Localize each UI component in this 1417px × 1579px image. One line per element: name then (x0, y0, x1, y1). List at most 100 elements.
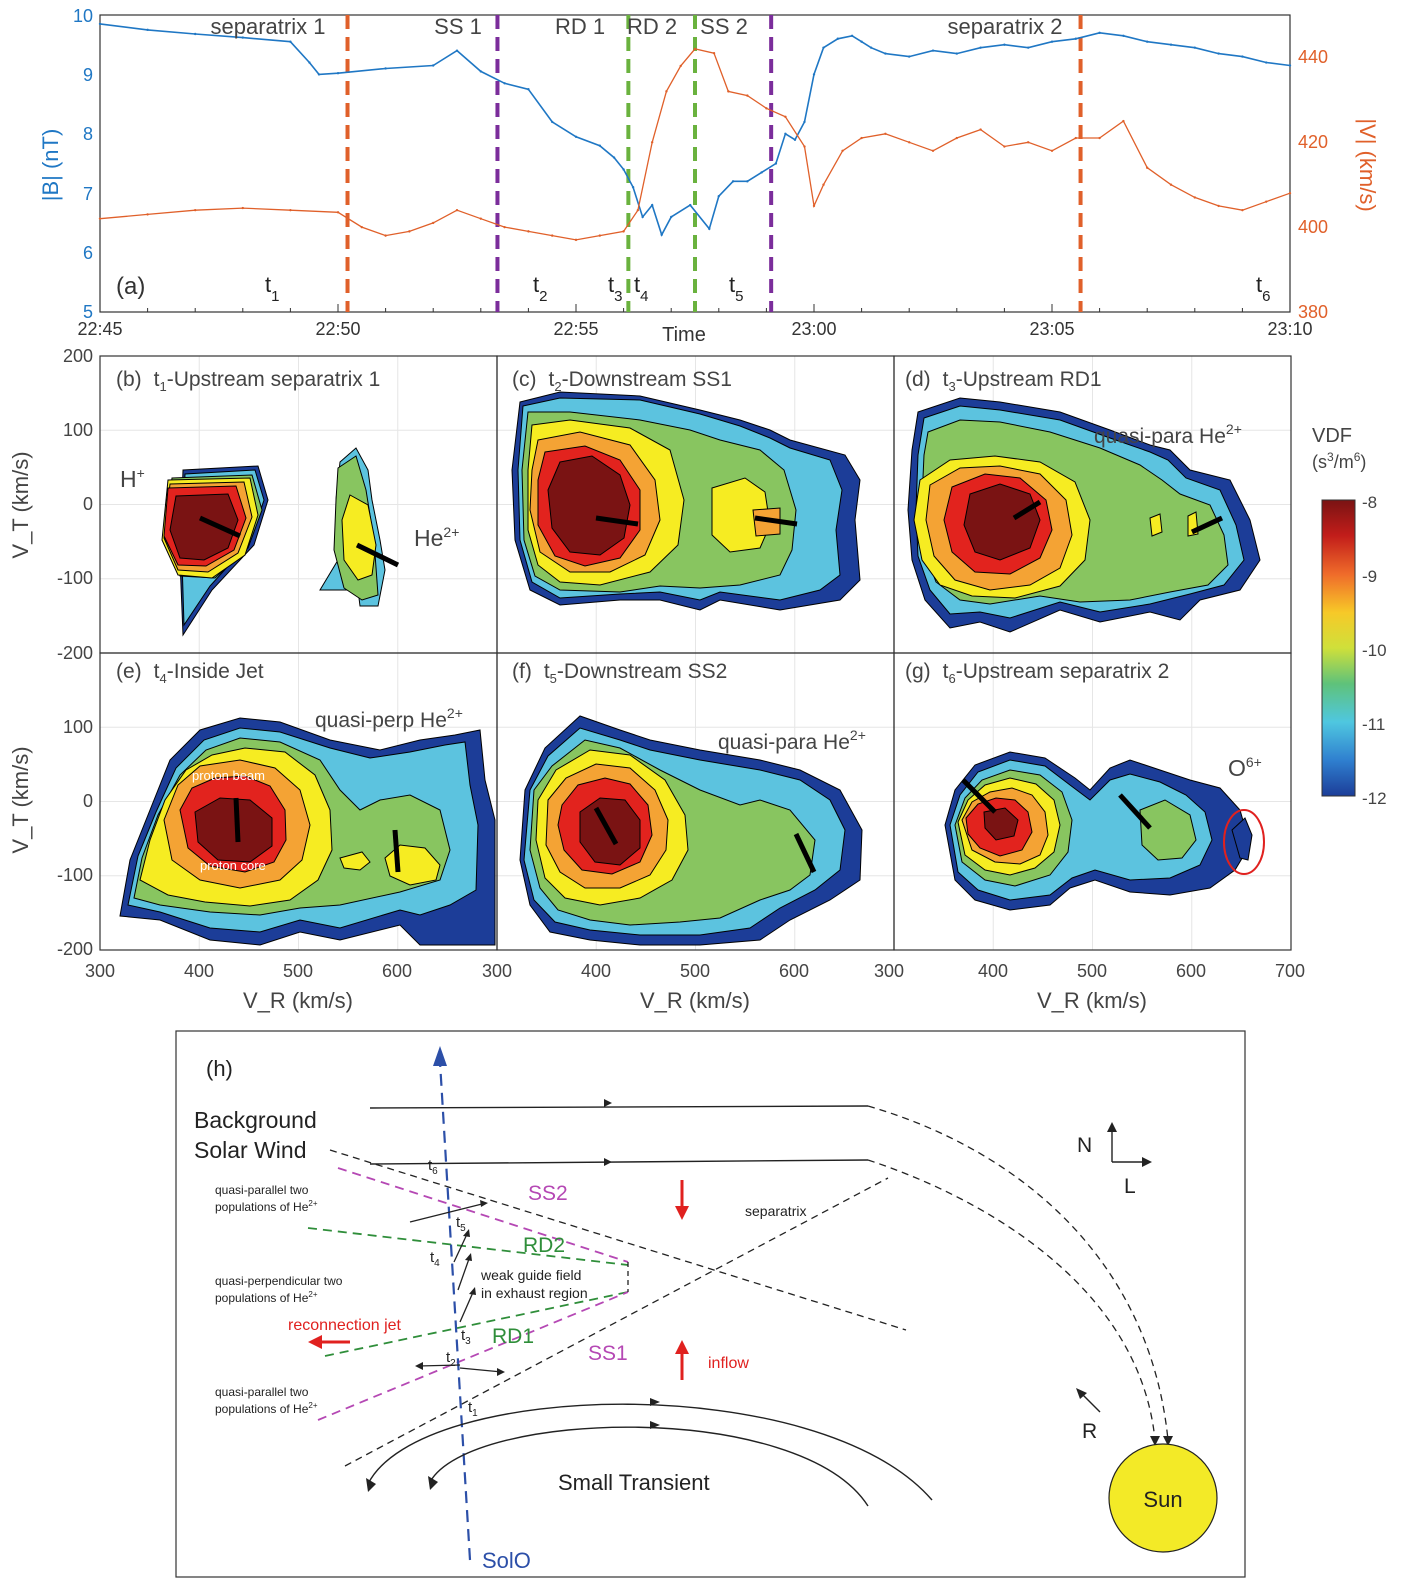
title-e: (e) t4-Inside Jet (116, 660, 264, 686)
time-marker: t4 (634, 272, 648, 305)
vector-head (497, 1368, 505, 1376)
velocity-point (360, 225, 363, 229)
b-field-point (1074, 37, 1078, 40)
velocity-point (650, 141, 654, 144)
b-field-point (641, 215, 644, 219)
b-field-point (384, 67, 387, 70)
proton-beam-label: proton beam (192, 768, 265, 783)
b-field-point (308, 61, 311, 64)
time-marker: t5 (729, 272, 743, 305)
time-marker: t3 (608, 272, 622, 305)
y-tick: 100 (63, 420, 93, 440)
t-labels: t6 t5 t4 t3 t2 t1 (428, 1157, 478, 1419)
b-field-point (836, 37, 839, 40)
y-right-tick: 420 (1298, 132, 1328, 152)
n-label: N (1077, 1134, 1092, 1157)
velocity-point (1098, 136, 1101, 140)
velocity-point (765, 107, 768, 110)
colorbar-tick: -12 (1362, 789, 1387, 808)
b-field-point (503, 82, 506, 85)
vector (459, 1289, 475, 1323)
contour-level-8 (169, 493, 239, 561)
b-field-point (931, 49, 935, 52)
small-transient-label: Small Transient (558, 1470, 710, 1495)
vector-heads (415, 1200, 505, 1376)
b-field-point (432, 64, 435, 67)
b-field-point (194, 32, 197, 36)
vector (417, 1364, 461, 1367)
velocity-point (455, 208, 459, 212)
he-contour-core (341, 494, 377, 581)
x-tick: 22:55 (553, 319, 598, 339)
y-tick: -200 (57, 939, 93, 959)
b-field-point (631, 186, 635, 189)
b-field-point (1265, 61, 1268, 64)
b-field-point (784, 132, 787, 135)
velocity-point (931, 149, 935, 152)
arrowhead (366, 1478, 376, 1492)
time-marker: t6 (1256, 272, 1270, 305)
region-label: SS 1 (434, 14, 482, 39)
y-tick: -100 (57, 865, 93, 885)
y-tick: 0 (83, 791, 93, 811)
vdf-frames (99, 355, 1292, 951)
solo-trajectory (438, 1061, 472, 1561)
velocity-point (955, 136, 958, 140)
vdf-y-ticks: 200 100 0 -100 -200 100 0 -100 -200 (57, 346, 93, 959)
velocity-point (146, 213, 149, 216)
b-field-point (869, 46, 873, 49)
b-field-point (1027, 46, 1030, 49)
b-field-point (622, 168, 625, 171)
x-tick: 23:05 (1029, 319, 1074, 339)
velocity-point (622, 230, 625, 233)
b-field-point (746, 180, 749, 183)
orientation-line (961, 778, 997, 814)
b-field-point (1169, 43, 1173, 46)
x-tick: 600 (1176, 961, 1206, 981)
vector (453, 1231, 469, 1263)
arrowhead (1163, 1436, 1173, 1446)
velocity-point (636, 208, 640, 212)
title-c: (c) t2-Downstream SS1 (512, 368, 732, 394)
orientation-line (355, 542, 400, 568)
velocity-points (98, 47, 1292, 242)
y-right-ticks: 380 400 420 440 (1298, 47, 1328, 322)
note-top-2: populations of He2+ (215, 1199, 318, 1214)
b-field-point (1241, 55, 1244, 58)
annotation-g: O6+ (1228, 754, 1262, 781)
field-line-dashed (867, 1159, 1156, 1441)
vt-axis-label-top: V_T (km/s) (8, 451, 33, 558)
annotation-e: quasi-perp He2+ (315, 705, 463, 732)
velocity-point (1288, 192, 1292, 195)
x-axis-label: Time (662, 324, 706, 346)
orientation-line (754, 515, 798, 527)
b-field-point (479, 70, 482, 73)
orientation-line (198, 515, 242, 539)
contour-level-8 (194, 797, 273, 863)
x-tick: 600 (382, 961, 412, 981)
arrowhead (604, 1158, 612, 1166)
velocity-point (679, 64, 682, 68)
colorbar-unit: (s3/m6) (1312, 450, 1366, 472)
r-arrowhead (1076, 1388, 1087, 1399)
x-tick: 500 (1077, 961, 1107, 981)
inflow-arrowhead-up (675, 1340, 689, 1354)
rd1-line (324, 1291, 629, 1357)
ss1-line (317, 1291, 629, 1421)
orientation-line (1012, 499, 1042, 521)
velocity-point (979, 128, 982, 131)
y-left-ticks: 5 6 7 8 9 10 (73, 6, 93, 322)
orientation-line (595, 515, 639, 527)
b-field-point (979, 46, 982, 49)
x-ticks: 22:45 22:50 22:55 23:00 23:05 23:10 (77, 319, 1312, 339)
colorbar-title: VDF (1312, 425, 1352, 447)
vdf-annotations: H+ He2+ quasi-para He2+ quasi-perp He2+ … (120, 421, 1262, 781)
note-bot-1: quasi-parallel two (215, 1385, 309, 1399)
vdf-panel-e: proton beam proton core (119, 717, 496, 946)
velocity-point (408, 230, 411, 233)
colorbar-tick: -9 (1362, 567, 1377, 586)
note-bot-2: populations of He2+ (215, 1401, 318, 1416)
velocity-point (336, 211, 340, 214)
b-field-point (574, 135, 578, 138)
vt-axis-label-bottom: V_T (km/s) (8, 746, 33, 853)
